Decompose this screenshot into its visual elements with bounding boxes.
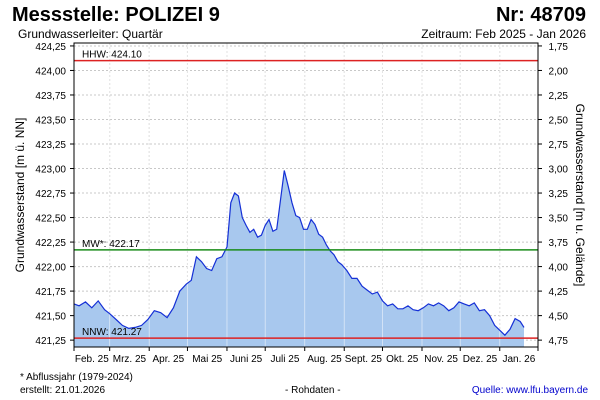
area-layer xyxy=(73,43,525,347)
y-tick-label-left: 422,75 xyxy=(35,189,66,200)
period-label: Zeitraum: Feb 2025 - Jan 2026 xyxy=(421,27,586,41)
y-tick-label-right: 4,50 xyxy=(549,312,569,323)
aquifer-label: Grundwasserleiter: Quartär xyxy=(18,27,163,41)
y-tick-label-right: 4,25 xyxy=(549,287,569,298)
y-tick-label-left: 421,25 xyxy=(35,336,66,347)
footnote: * Abflussjahr (1979-2024) xyxy=(20,372,133,383)
y-tick-label-right: 3,25 xyxy=(549,189,569,200)
x-tick-label: Feb. 25 xyxy=(75,354,109,365)
x-tick-label: Dez. 25 xyxy=(463,354,498,365)
x-tick-label: Juni 25 xyxy=(230,354,263,365)
y-tick-label-right: 1,75 xyxy=(549,42,569,53)
y-tick-label-right: 4,75 xyxy=(549,336,569,347)
y-tick-label-left: 421,50 xyxy=(35,312,66,323)
y-tick-label-left: 423,75 xyxy=(35,91,66,102)
water-level-area xyxy=(74,170,524,347)
x-tick-label: Nov. 25 xyxy=(424,354,458,365)
mw-line-label: MW*: 422.17 xyxy=(82,239,140,250)
y-tick-label-left: 422,50 xyxy=(35,214,66,225)
y-tick-label-right: 2,25 xyxy=(549,91,569,102)
raw-data-label: - Rohdaten - xyxy=(285,385,341,396)
x-tick-label: Okt. 25 xyxy=(386,354,419,365)
water-level-line xyxy=(73,170,525,337)
x-tick-label: Mrz. 25 xyxy=(113,354,147,365)
source-link[interactable]: Quelle: www.lfu.bayern.de xyxy=(471,385,588,396)
y-tick-label-right: 2,75 xyxy=(549,140,569,151)
hhw-line-label: HHW: 424.10 xyxy=(82,50,142,61)
y-tick-label-left: 422,25 xyxy=(35,238,66,249)
y-tick-label-left: 422,00 xyxy=(35,263,66,274)
y-tick-label-right: 2,00 xyxy=(549,66,569,77)
x-tick-label: Jan. 26 xyxy=(502,354,535,365)
x-tick-label: Apr. 25 xyxy=(152,354,184,365)
y-tick-label-right: 2,50 xyxy=(549,115,569,126)
y-tick-label-left: 424,00 xyxy=(35,66,66,77)
y-tick-label-right: 3,00 xyxy=(549,165,569,176)
y-tick-label-left: 423,25 xyxy=(35,140,66,151)
station-title: Messstelle: POLIZEI 9 xyxy=(12,4,220,26)
reference-lines: HHW: 424.10 MW*: 422.17 NNW: 421.27 xyxy=(74,50,538,339)
y-axis-title-left: Grundwasserstand [m ü. NN] xyxy=(13,118,27,273)
x-tick-label: Aug. 25 xyxy=(307,354,342,365)
nnw-line-label: NNW: 421.27 xyxy=(82,327,142,338)
created-date: erstellt: 21.01.2026 xyxy=(20,385,106,396)
y-tick-label-left: 421,75 xyxy=(35,287,66,298)
x-tick-label: Mai 25 xyxy=(192,354,222,365)
plot-frame xyxy=(73,42,539,348)
axis-layer: 424,25 1,75 424,00 2,00 423,75 2,25 423,50 2,50… xyxy=(13,42,587,365)
y-tick-label-right: 4,00 xyxy=(549,263,569,274)
x-tick-label: Juli 25 xyxy=(271,354,300,365)
x-tick-label: Sept. 25 xyxy=(345,354,383,365)
station-number: Nr: 48709 xyxy=(495,4,586,26)
y-tick-label-left: 423,00 xyxy=(35,165,66,176)
y-tick-label-left: 424,25 xyxy=(35,42,66,53)
y-tick-label-left: 423,50 xyxy=(35,115,66,126)
y-axis-title-right: Grundwasserstand [m u. Gelände] xyxy=(573,104,587,287)
y-tick-label-right: 3,75 xyxy=(549,238,569,249)
y-tick-label-right: 3,50 xyxy=(549,214,569,225)
